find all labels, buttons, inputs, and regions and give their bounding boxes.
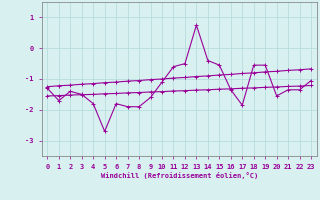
X-axis label: Windchill (Refroidissement éolien,°C): Windchill (Refroidissement éolien,°C) — [100, 172, 258, 179]
